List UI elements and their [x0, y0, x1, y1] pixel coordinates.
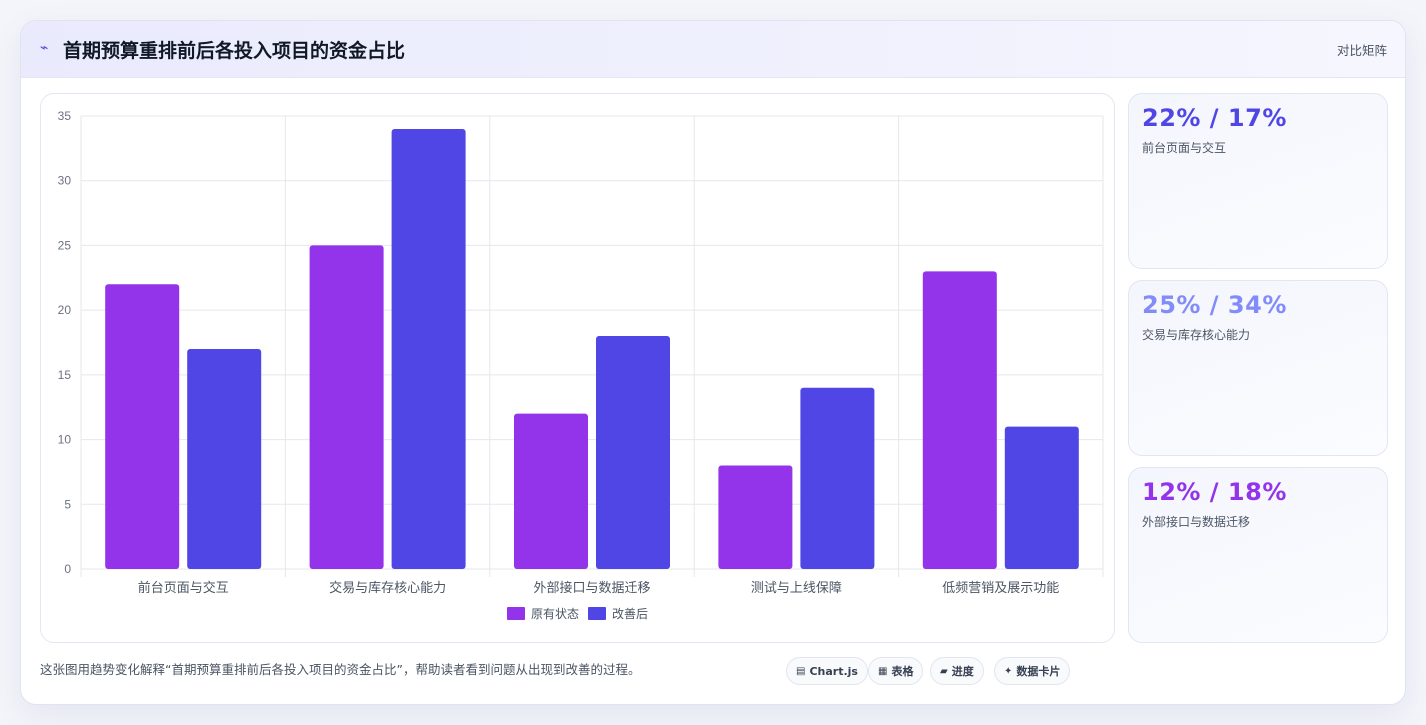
stat-card-1: 25% / 34% 交易与库存核心能力	[1128, 280, 1388, 456]
tag-label: 进度	[951, 665, 974, 678]
tag-label: Chart.js	[809, 664, 858, 678]
x-tick-label: 外部接口与数据迁移	[533, 580, 650, 596]
page-title: 首期预算重排前后各投入项目的资金占比	[63, 40, 406, 62]
bar	[922, 271, 997, 569]
chart-panel: 0 5 10 15 20 25 30 35 前台页面与交互 交易与库存核心能力 外部接口与数据迁移 测…	[40, 93, 1115, 643]
chart-description: 这张图用趋势变化解释“首期预算重排前后各投入项目的资金占比”，帮助读者看到问题从…	[40, 662, 641, 677]
bar	[514, 413, 588, 569]
y-tick-label: 20	[58, 303, 72, 317]
tag-progress[interactable]: ▰ 进度	[930, 657, 984, 685]
y-tick-label: 35	[58, 109, 72, 123]
bar	[309, 245, 384, 569]
compare-matrix-link[interactable]: 对比矩阵	[1336, 43, 1387, 58]
stat-value: 12% / 18%	[1142, 478, 1287, 506]
stat-value: 25% / 34%	[1142, 291, 1287, 319]
y-tick-label: 0	[64, 562, 71, 576]
table-icon: ▦	[878, 665, 888, 677]
bar	[596, 336, 670, 569]
card-header: ⌁ 首期预算重排前后各投入项目的资金占比 对比矩阵	[21, 21, 1405, 78]
tag-label: 表格	[891, 665, 914, 678]
sparkle-icon: ✦	[1004, 665, 1013, 677]
stat-label: 外部接口与数据迁移	[1142, 515, 1251, 529]
bar	[187, 348, 262, 569]
legend-label: 改善后	[612, 606, 648, 621]
stat-card-0: 22% / 17% 前台页面与交互	[1128, 93, 1388, 269]
y-tick-label: 10	[58, 433, 72, 447]
x-tick-label: 测试与上线保障	[751, 581, 842, 596]
legend-label: 原有状态	[531, 607, 579, 621]
tag-table[interactable]: ▦ 表格	[868, 657, 924, 685]
y-tick-label: 30	[58, 174, 72, 188]
x-tick-label: 前台页面与交互	[138, 580, 229, 596]
bar	[800, 387, 875, 569]
stat-label: 交易与库存核心能力	[1142, 328, 1251, 342]
bar	[1004, 426, 1079, 569]
x-tick-label: 交易与库存核心能力	[329, 580, 446, 596]
x-tick-label: 低频营销及展示功能	[942, 581, 1059, 596]
tag-chartjs[interactable]: ▤ Chart.js	[786, 657, 868, 685]
stat-label: 前台页面与交互	[1142, 141, 1227, 155]
y-tick-label: 25	[58, 238, 72, 252]
stat-card-2: 12% / 18% 外部接口与数据迁移	[1128, 467, 1388, 643]
legend-swatch	[507, 607, 525, 620]
bar	[391, 128, 466, 569]
y-tick-label: 5	[64, 497, 71, 511]
tag-label: 数据卡片	[1016, 665, 1061, 678]
progress-icon: ▰	[940, 665, 948, 677]
chart-trend-icon: ⌁	[40, 40, 49, 56]
chart-icon: ▤	[796, 665, 806, 677]
dashboard-card: ⌁ 首期预算重排前后各投入项目的资金占比 对比矩阵 0 5 10 15 20 25 30 35…	[20, 20, 1406, 705]
y-tick-label: 15	[58, 368, 72, 382]
stat-value: 22% / 17%	[1142, 104, 1287, 132]
legend-swatch	[588, 607, 606, 620]
bar-chart: 0 5 10 15 20 25 30 35 前台页面与交互 交易与库存核心能力 外部接口与数据迁移 测…	[58, 109, 1104, 621]
bar	[718, 465, 793, 569]
tag-data-card[interactable]: ✦ 数据卡片	[994, 657, 1071, 685]
bar	[105, 284, 180, 569]
